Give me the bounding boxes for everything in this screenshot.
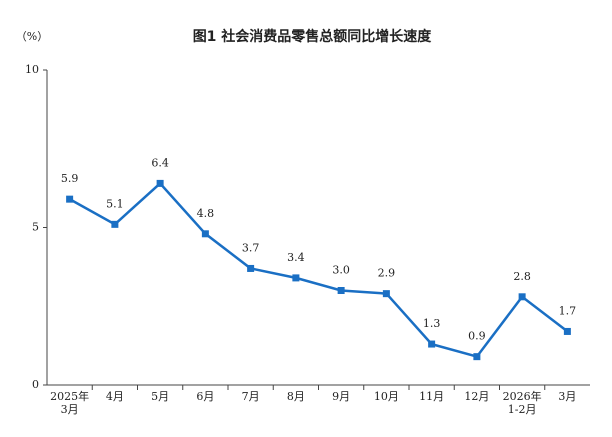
x-tick-label: 2026年 1-2月 xyxy=(503,389,542,416)
marker xyxy=(247,264,255,272)
data-label: 6.4 xyxy=(151,156,169,169)
line xyxy=(68,181,569,359)
marker xyxy=(111,220,119,228)
marker xyxy=(382,290,390,298)
data-label: 2.9 xyxy=(378,267,396,280)
y-unit: （%） xyxy=(16,30,48,43)
chart-title: 图1 社会消费品零售总额同比增长速度 xyxy=(193,28,433,45)
marker xyxy=(66,195,74,203)
data-label: 3.7 xyxy=(242,241,260,254)
x-tick-label: 2025年 3月 xyxy=(50,389,89,416)
data-label: 5.1 xyxy=(106,197,124,210)
marker xyxy=(337,287,345,294)
x-tick-label: 5月 xyxy=(151,390,169,403)
marker xyxy=(292,274,300,282)
x-tick-label: 3月 xyxy=(558,390,576,403)
data-label: 1.7 xyxy=(559,304,577,317)
data-label: 3.0 xyxy=(332,264,350,277)
marker xyxy=(473,353,481,361)
data-label: 0.9 xyxy=(468,330,486,343)
marker xyxy=(156,179,164,187)
x-tick-label: 9月 xyxy=(332,390,350,403)
data-label: 2.8 xyxy=(513,270,531,283)
marker xyxy=(428,340,436,348)
y-tick-label: 10 xyxy=(25,63,39,76)
x-tick-label: 10月 xyxy=(374,390,399,403)
marker xyxy=(563,327,571,335)
x-tick-label: 12月 xyxy=(464,390,489,403)
data-label: 4.8 xyxy=(197,207,215,220)
x-tick-label: 7月 xyxy=(242,390,260,403)
data-label: 5.9 xyxy=(61,172,79,185)
x-tick-label: 11月 xyxy=(419,390,444,403)
marker xyxy=(201,230,209,238)
data-label: 3.4 xyxy=(287,251,305,264)
x-tick-label: 6月 xyxy=(196,390,214,403)
marker xyxy=(518,293,526,301)
y-tick-label: 5 xyxy=(32,221,39,234)
x-tick-label: 4月 xyxy=(106,390,124,403)
data-label: 1.3 xyxy=(423,317,441,330)
y-tick-label: 0 xyxy=(32,378,39,391)
x-tick-label: 8月 xyxy=(287,390,305,403)
